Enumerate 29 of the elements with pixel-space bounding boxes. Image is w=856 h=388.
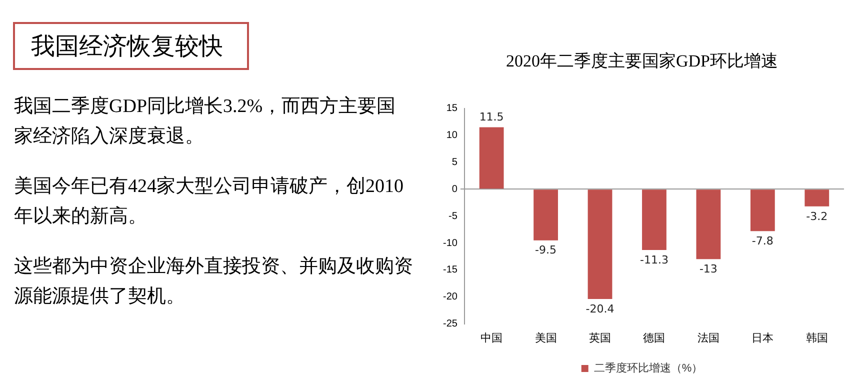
y-tick-label: -25 xyxy=(443,318,458,330)
legend-label: 二季度环比增速（%） xyxy=(594,362,703,375)
data-label: 11.5 xyxy=(479,110,504,124)
x-tick-label: 美国 xyxy=(534,331,557,344)
y-tick-label: 15 xyxy=(446,103,458,114)
chart-title: 2020年二季度主要国家GDP环比增速 xyxy=(506,52,778,71)
data-label: -3.2 xyxy=(806,210,828,223)
y-tick-label: -15 xyxy=(443,264,458,276)
x-tick-label: 德国 xyxy=(643,332,666,344)
text: 我国二季度GDP同比增长3.2%，而西方主要国家经济陷入深度衰退。 xyxy=(14,95,397,149)
x-tick-label: 法国 xyxy=(697,331,720,344)
x-tick-label: 日本 xyxy=(752,331,774,344)
text: 我国经济恢复较快 xyxy=(13,22,249,70)
y-tick-label: 10 xyxy=(446,130,458,142)
text: 这些都为中资企业海外直接投资、并购及收购资源能源提供了契机。 xyxy=(14,255,414,309)
data-label: -20.4 xyxy=(586,302,614,316)
x-tick-label: 韩国 xyxy=(806,331,828,344)
y-tick-label: 5 xyxy=(452,157,458,168)
data-label: -11.3 xyxy=(640,253,668,266)
data-label: -13 xyxy=(699,262,718,276)
text: 美国今年已有424家大型公司申请破产，创2010年以来的新高。 xyxy=(14,174,404,229)
data-label: -7.8 xyxy=(752,234,774,248)
x-tick-label: 中国 xyxy=(480,331,503,344)
y-tick-label: -5 xyxy=(448,210,458,222)
y-tick-label: -20 xyxy=(443,292,458,303)
y-tick-label: -10 xyxy=(443,238,458,249)
data-label: -9.5 xyxy=(535,244,557,257)
y-tick-label: 0 xyxy=(452,184,458,195)
x-tick-label: 英国 xyxy=(589,331,612,344)
